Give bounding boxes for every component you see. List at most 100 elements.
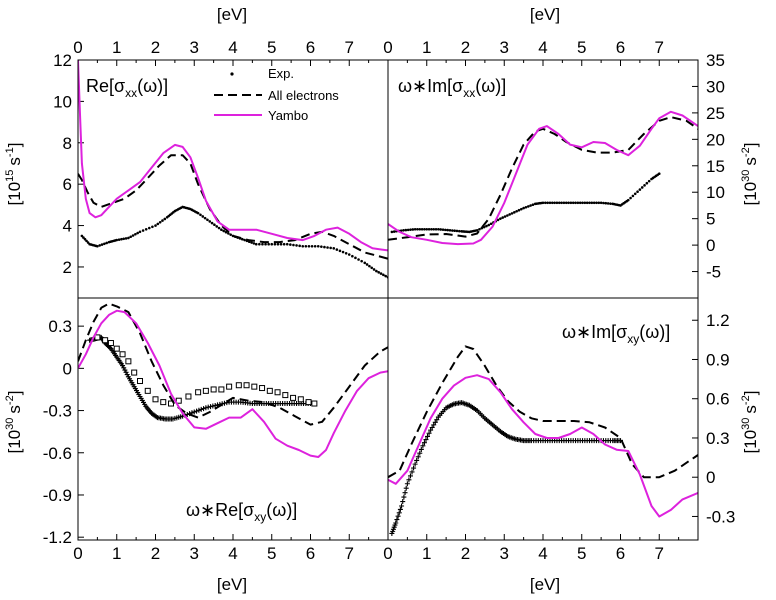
series-im-sxx-exp-point: [475, 229, 479, 232]
series-re-sxx-exp-point: [329, 246, 332, 250]
series-re-sxx-exp-point: [243, 238, 246, 242]
x-tick-label-im-sxy: 4: [538, 544, 547, 563]
series-im-sxx-exp-point: [416, 227, 419, 231]
x-tick-label-re-sxy: 0: [73, 544, 82, 563]
series-re-sxx-yambo-line: [78, 60, 388, 252]
series-re-sxx-exp-point: [124, 237, 128, 240]
series-im-sxx-exp-point: [553, 201, 556, 205]
series-im-sxy-exp-point: [412, 461, 418, 467]
series-im-sxx-exp-point: [567, 201, 570, 205]
series-re-sxx-exp-point: [285, 242, 289, 246]
series-re-sxy-exp-squares-point: [160, 399, 167, 406]
bottom-right-y-label: [1030 s-2]: [740, 391, 760, 454]
top-left-y-label-close: ]: [5, 143, 24, 148]
x-tick-label-im-sxx: 6: [616, 38, 625, 57]
series-re-sxy-exp-squares-point: [94, 334, 101, 341]
y-tick-label-re-sxx: 6: [63, 175, 72, 194]
series-im-sxy-exp-point: [421, 440, 427, 446]
series-im-sxy-exp-point: [404, 481, 410, 487]
top-left-y-label: [1015 s-1]: [4, 143, 24, 206]
series-im-sxy-exp-point: [434, 417, 440, 423]
series-re-sxx-exp-point: [347, 253, 351, 256]
series-re-sxy-exp-squares-point: [226, 383, 233, 390]
series-im-sxx-exp-point: [508, 213, 511, 216]
panel-title-re-sxx-sub: xx: [125, 86, 137, 100]
series-im-sxx-exp-point: [647, 179, 651, 183]
labels-layer: [eV] [eV] [eV] [eV] [1015s-1] [1030s-2] …: [4, 5, 760, 594]
series-im-sxx-exp-point: [427, 227, 431, 231]
series-re-sxx-exp-point: [203, 216, 207, 220]
series-re-sxy-exp-plus-point: [212, 402, 218, 408]
series-re-sxx-exp-point: [222, 229, 225, 233]
series-re-sxx-exp-point: [201, 215, 205, 218]
series-im-sxx-exp-point: [604, 201, 608, 205]
bottom-left-y-label: [1030 s-2]: [4, 391, 24, 454]
series-im-sxx-exp-point: [541, 201, 545, 205]
series-re-sxx-exp-point: [292, 243, 295, 247]
series-re-sxy-exp-squares-point: [144, 387, 151, 394]
series-re-sxx-exp-point: [83, 237, 87, 241]
panel-title-re-sxx-pre: Re[σ: [86, 76, 125, 96]
panel-title-im-sxy-pre: ω∗Im[σ: [562, 322, 627, 342]
top-left-x-unit: [eV]: [217, 5, 247, 24]
series-im-sxx-exp-point: [390, 230, 394, 234]
series-re-sxy-exp-squares-point: [266, 387, 273, 394]
series-im-sxy-exp-point: [393, 520, 399, 526]
x-tick-label-im-sxy: 2: [461, 544, 470, 563]
series-im-sxy-exp-point: [402, 490, 408, 496]
series-im-sxx-exp-point: [455, 229, 459, 233]
series-re-sxx-exp-point: [250, 241, 253, 244]
top-right-y-label: [1030 s-2]: [740, 143, 760, 206]
series-im-sxx-exp-point: [418, 227, 422, 231]
series-re-sxx-exp-point: [264, 242, 267, 246]
series-group-im-sxy: [388, 345, 698, 536]
y-tick-label-im-sxx: 25: [706, 104, 725, 123]
x-tick-label-im-sxx: 2: [461, 38, 470, 57]
y-tick-label-re-sxy: -0.3: [43, 402, 72, 421]
series-re-sxx-exp-point: [227, 232, 230, 235]
series-im-sxx-exp-point: [544, 201, 547, 205]
series-im-sxx-exp-point: [448, 229, 452, 232]
series-im-sxx-exp-point: [529, 204, 532, 207]
series-im-sxx-exp-point: [551, 201, 554, 205]
series-re-sxy-exp-plus-point: [210, 403, 216, 409]
series-im-sxx-exp-point: [501, 216, 505, 219]
series-re-sxx-exp-point: [377, 271, 381, 274]
series-re-sxx-exp-point: [141, 229, 145, 232]
series-re-sxx-exp-point: [103, 242, 106, 246]
bottom-left-y-label-base: [10: [5, 430, 24, 454]
series-im-sxx-exp-point: [633, 192, 637, 196]
series-re-sxy-exp-squares-point: [107, 340, 114, 347]
series-im-sxx-exp-point: [578, 201, 582, 205]
series-im-sxx-exp-point: [520, 207, 523, 211]
series-im-sxx-exp-point: [590, 201, 594, 205]
legend-all-label: All electrons: [268, 88, 339, 103]
panel-re-sxy: 0 1 2 3 4 5 6 7 -1.2 -0.9 -0.6 -0.3 0 0.3: [43, 297, 389, 563]
panel-title-im-sxx-pre: ω∗Im[σ: [398, 76, 463, 96]
series-re-sxy-exp-squares-point: [290, 394, 297, 401]
series-im-sxx-exp-point: [574, 201, 577, 205]
series-re-sxx-exp-point: [323, 245, 326, 249]
series-im-sxx-exp-point: [602, 201, 605, 205]
series-re-sxx-exp-point: [122, 237, 126, 241]
x-tick-label-re-sxx: 3: [190, 38, 199, 57]
series-re-sxy-exp-squares-point: [185, 393, 192, 400]
x-tick-label-re-sxy: 6: [306, 544, 315, 563]
series-re-sxx-exp-point: [161, 219, 164, 222]
panel-title-im-sxx-sub: xx: [463, 86, 475, 100]
series-im-sxy-exp-point: [426, 430, 432, 436]
series-im-sxx-exp-point: [392, 230, 396, 233]
series-im-sxx-exp-point: [585, 201, 589, 205]
series-re-sxx-exp-point: [326, 246, 329, 249]
bottom-right-y-label-unit-exp: -2: [740, 395, 752, 405]
x-tick-label-re-sxx: 5: [267, 38, 276, 57]
series-im-sxx-exp-point: [638, 188, 642, 191]
panel-title-re-sxx-post: (ω)]: [137, 76, 168, 96]
series-im-sxx-exp-point: [640, 186, 644, 189]
series-re-sxy-exp-squares-point: [243, 382, 250, 389]
series-im-sxx-exp-point: [643, 184, 646, 187]
series-re-sxx-exp-point: [344, 251, 348, 255]
series-im-sxx-exp-point: [458, 229, 461, 233]
